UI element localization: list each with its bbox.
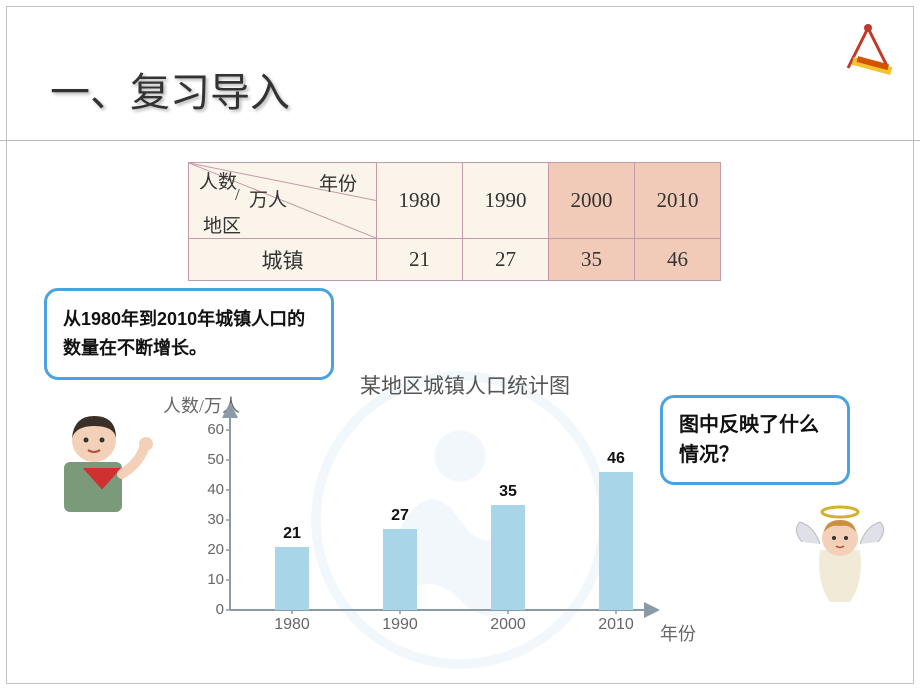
year-cell: 2010 (635, 163, 721, 239)
chart-title: 某地区城镇人口统计图 (360, 370, 570, 400)
row-label-cell: 城镇 (189, 239, 377, 281)
data-table: 人数 / 万人 年份 地区 1980 1990 2000 2010 城镇 21 … (188, 162, 721, 281)
y-tick-label: 60 (196, 421, 224, 438)
bar-value-label: 27 (378, 507, 422, 525)
value-cell: 46 (635, 239, 721, 281)
year-cell: 1980 (377, 163, 463, 239)
chart-bar (275, 547, 309, 610)
speech-bubble-left: 从1980年到2010年城镇人口的数量在不断增长。 (44, 288, 334, 380)
value-cell: 35 (549, 239, 635, 281)
chart-bar (599, 472, 633, 610)
year-cell: 1990 (463, 163, 549, 239)
value-cell: 21 (377, 239, 463, 281)
table-corner-cell: 人数 / 万人 年份 地区 (189, 163, 377, 239)
bar-chart: 0 10 20 30 40 50 60 21 1980 27 1990 35 2000 46 2010 (190, 404, 660, 640)
y-tick-label: 0 (196, 601, 224, 618)
y-tick-label: 40 (196, 481, 224, 498)
bar-value-label: 35 (486, 483, 530, 501)
divider-line (0, 140, 920, 141)
rowhead-label: 地区 (203, 211, 241, 238)
bar-value-label: 21 (270, 525, 314, 543)
y-tick-label: 10 (196, 571, 224, 588)
year-cell: 2000 (549, 163, 635, 239)
y-tick-label: 20 (196, 541, 224, 558)
angel-illustration (790, 502, 890, 612)
chart-bar (383, 529, 417, 610)
colhead-label: 年份 (319, 169, 357, 196)
x-category-label: 1990 (370, 616, 430, 634)
speech-bubble-right: 图中反映了什么情况？ (660, 395, 850, 485)
page-title: 一、复习导入 (50, 60, 290, 118)
bar-value-label: 46 (594, 450, 638, 468)
chart-bar (491, 505, 525, 610)
x-axis-label: 年份 (660, 620, 696, 646)
table-data-row: 城镇 21 27 35 46 (189, 239, 721, 281)
x-category-label: 1980 (262, 616, 322, 634)
unit-label: 万人 (249, 185, 287, 212)
tools-icon (838, 18, 898, 78)
value-cell: 27 (463, 239, 549, 281)
y-tick-label: 50 (196, 451, 224, 468)
y-tick-label: 30 (196, 511, 224, 528)
measure-label: 人数 (199, 167, 237, 194)
chart-axes (190, 404, 660, 640)
x-category-label: 2010 (586, 616, 646, 634)
x-category-label: 2000 (478, 616, 538, 634)
table-header-row: 人数 / 万人 年份 地区 1980 1990 2000 2010 (189, 163, 721, 239)
child-illustration (44, 404, 162, 518)
